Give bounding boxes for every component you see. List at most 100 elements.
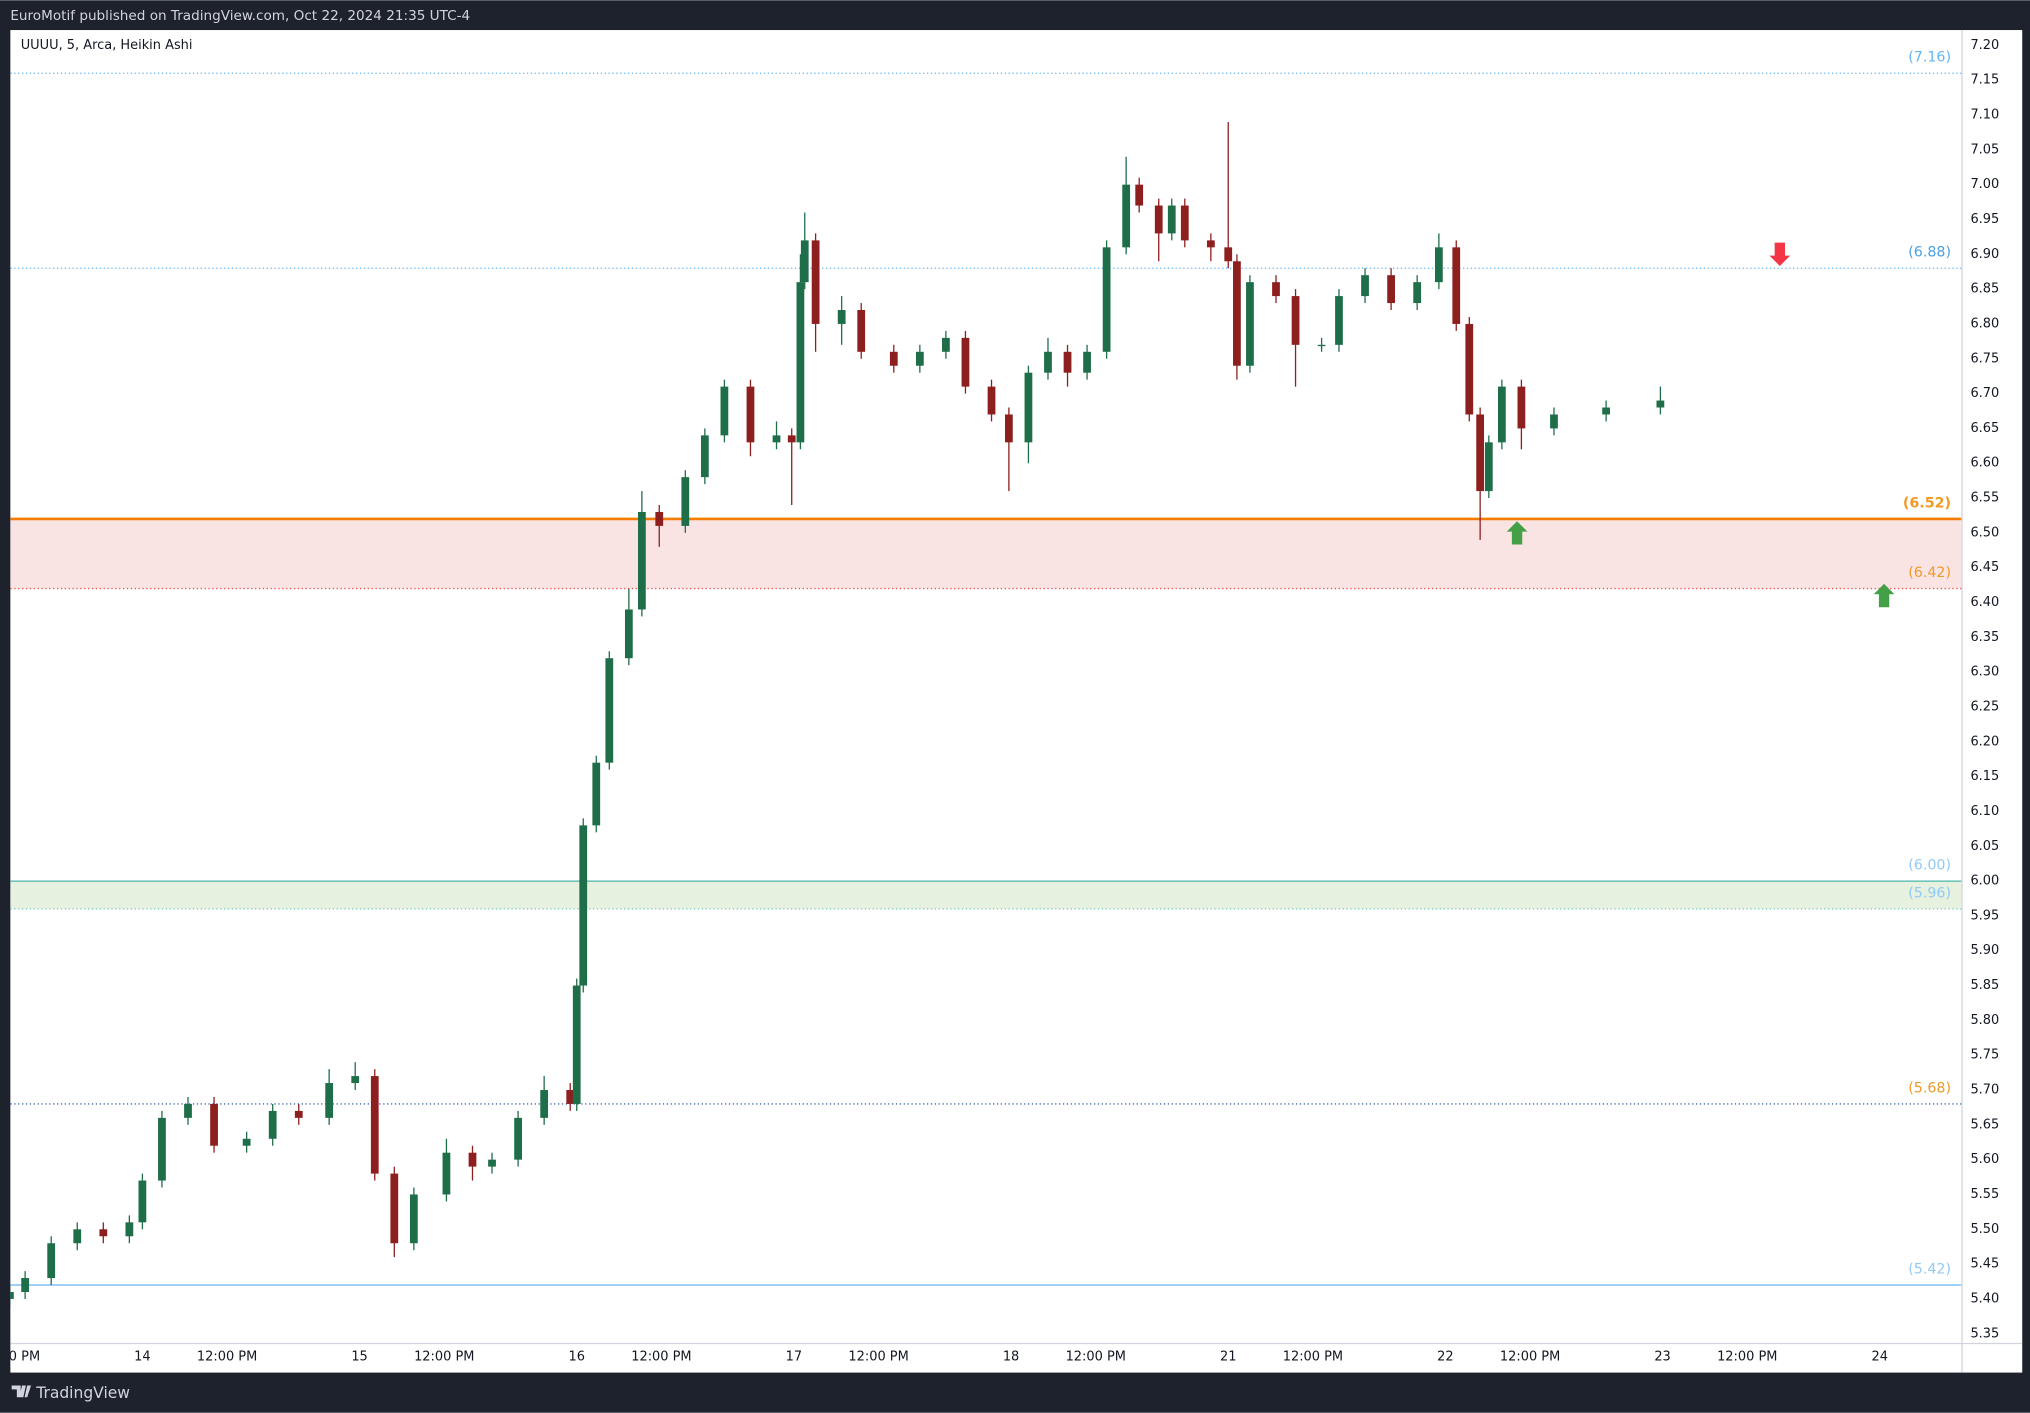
y-tick-label: 6.90 xyxy=(1970,247,1999,262)
y-tick-label: 5.55 xyxy=(1970,1187,1999,1202)
candle-body xyxy=(1180,205,1189,241)
candle-body xyxy=(125,1222,134,1237)
y-tick-label: 6.25 xyxy=(1970,699,1999,714)
candle-body xyxy=(1465,323,1474,415)
candle-body xyxy=(1413,282,1422,304)
level-label: (5.96) xyxy=(1908,885,1951,901)
y-tick-label: 6.00 xyxy=(1970,874,1999,889)
candle-body xyxy=(99,1229,108,1237)
x-tick-label: 12:00 PM xyxy=(197,1350,257,1365)
candle-body xyxy=(787,435,796,443)
candle-body xyxy=(572,985,581,1104)
y-tick-label: 7.10 xyxy=(1970,108,1999,123)
y-tick-label: 6.65 xyxy=(1970,421,1999,436)
candle-body xyxy=(294,1110,303,1118)
symbol-legend: UUUU, 5, Arca, Heikin Ashi xyxy=(21,38,193,53)
candle-body xyxy=(1044,351,1052,373)
candle-body xyxy=(1102,247,1111,352)
y-tick-label: 6.80 xyxy=(1970,316,1999,331)
y-tick-label: 5.80 xyxy=(1970,1013,1999,1028)
x-tick-label: 14 xyxy=(134,1350,150,1365)
x-tick-label: 12:00 PM xyxy=(414,1350,474,1365)
candle-body xyxy=(1291,296,1300,345)
candle-body xyxy=(796,282,805,443)
publish-info: EuroMotif published on TradingView.com, … xyxy=(10,8,470,24)
candle-body xyxy=(468,1152,477,1167)
candle-body xyxy=(1452,247,1461,324)
candle-body xyxy=(605,658,614,763)
x-tick-label: 12:00 PM xyxy=(631,1350,691,1365)
candle-body xyxy=(1272,282,1280,297)
y-tick-label: 6.95 xyxy=(1970,212,1999,227)
y-tick-label: 6.75 xyxy=(1970,351,1999,366)
y-tick-label: 6.35 xyxy=(1970,630,1999,645)
y-tick-label: 5.35 xyxy=(1970,1326,1999,1341)
y-tick-label: 6.30 xyxy=(1970,665,1999,680)
y-tick-label: 6.45 xyxy=(1970,560,1999,575)
candles xyxy=(10,121,1665,1306)
x-tick-label: 15 xyxy=(351,1350,367,1365)
x-tick-label: 23 xyxy=(1654,1350,1670,1365)
y-tick-label: 5.50 xyxy=(1970,1222,1999,1237)
x-tick-label: 12:00 PM xyxy=(0,1350,40,1365)
y-tick-label: 6.50 xyxy=(1970,525,1999,540)
candle-body xyxy=(514,1117,522,1160)
y-tick-label: 7.20 xyxy=(1970,38,1999,53)
candle-body xyxy=(540,1090,549,1118)
candle-body xyxy=(138,1180,147,1223)
x-tick-label: 12:00 PM xyxy=(1500,1350,1560,1365)
candle-body xyxy=(566,1090,575,1104)
y-tick-label: 5.70 xyxy=(1970,1083,1999,1098)
y-tick-label: 5.75 xyxy=(1970,1048,1999,1063)
level-label: (6.52) xyxy=(1903,495,1951,511)
candle-body xyxy=(942,337,950,352)
candle-body xyxy=(1656,400,1665,408)
candle-body xyxy=(268,1110,277,1139)
arrow-marker xyxy=(1873,583,1895,608)
candle-body xyxy=(655,511,664,526)
y-tick-label: 6.40 xyxy=(1970,595,1999,610)
candle-body xyxy=(961,337,970,387)
candle-body xyxy=(1024,372,1033,443)
y-tick-label: 5.85 xyxy=(1970,978,1999,993)
candle-body xyxy=(1167,205,1176,234)
candle-body xyxy=(746,386,755,443)
arrow-marker xyxy=(1769,242,1791,266)
candle-body xyxy=(772,435,781,443)
price-axis: 5.35 5.40 5.45 5.50 5.55 5.60 5.65 5.70 5.75 5.80… xyxy=(1970,38,1999,1341)
y-tick-label: 6.15 xyxy=(1970,769,1999,784)
y-tick-label: 5.45 xyxy=(1970,1257,1999,1272)
y-tick-label: 5.40 xyxy=(1970,1291,1999,1306)
candle-body xyxy=(351,1076,360,1084)
level-label: (7.16) xyxy=(1908,50,1951,66)
candle-body xyxy=(889,351,898,366)
candle-body xyxy=(1550,414,1558,429)
y-tick-label: 5.60 xyxy=(1970,1152,1999,1167)
candle-body xyxy=(857,310,866,352)
candle-body xyxy=(73,1229,82,1244)
level-label: (5.42) xyxy=(1908,1261,1951,1277)
y-tick-label: 6.05 xyxy=(1970,839,1999,854)
y-tick-label: 5.65 xyxy=(1970,1117,1999,1132)
candle-body xyxy=(158,1117,166,1181)
candle-body xyxy=(442,1152,451,1195)
x-tick-label: 21 xyxy=(1220,1350,1236,1365)
level-label: (5.68) xyxy=(1908,1080,1951,1096)
x-tick-label: 16 xyxy=(568,1350,584,1365)
candle-body xyxy=(681,477,690,526)
brand: TradingView xyxy=(35,1384,130,1402)
candle-body xyxy=(242,1138,251,1146)
zone xyxy=(10,881,1962,909)
candle-body xyxy=(370,1076,379,1174)
arrow-marker xyxy=(1506,521,1528,545)
candle-body xyxy=(1206,240,1215,248)
y-tick-label: 7.05 xyxy=(1970,142,1999,157)
candle-body xyxy=(1246,282,1254,366)
markers xyxy=(1506,242,1895,608)
candle-body xyxy=(1135,184,1144,206)
candle-body xyxy=(1602,407,1610,415)
y-tick-label: 5.90 xyxy=(1970,943,1999,958)
candle-body xyxy=(184,1103,192,1118)
candle-body xyxy=(592,762,601,826)
